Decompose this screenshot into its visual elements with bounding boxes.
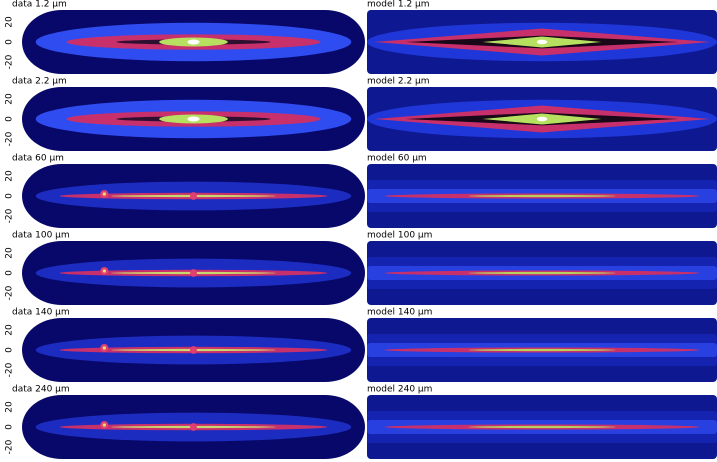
contour (190, 346, 197, 354)
data-label: data 240 μm (12, 385, 70, 395)
contour (190, 192, 197, 200)
data-label: data 100 μm (12, 231, 70, 241)
contour (190, 269, 197, 277)
y-tick-label: -20 (5, 208, 15, 223)
contour (468, 425, 616, 429)
model-label: model 140 μm (367, 308, 432, 318)
contour (190, 423, 197, 431)
source (102, 192, 106, 196)
model-label: model 240 μm (367, 385, 432, 395)
y-tick-label: 0 (5, 347, 15, 353)
y-tick-label: 20 (5, 16, 15, 28)
contour (468, 194, 616, 198)
contour (468, 348, 616, 352)
contour (536, 116, 548, 122)
contour (468, 271, 616, 275)
model-label: model 60 μm (367, 154, 427, 164)
source (102, 423, 106, 427)
y-tick-label: 0 (5, 270, 15, 276)
data-label: data 60 μm (12, 154, 64, 164)
y-tick-label: 0 (5, 424, 15, 430)
y-tick-label: -20 (5, 439, 15, 454)
contour (536, 39, 548, 45)
data-label: data 1.2 μm (12, 0, 67, 10)
y-tick-label: 20 (5, 247, 15, 259)
y-tick-label: 20 (5, 93, 15, 105)
y-tick-label: 20 (5, 401, 15, 413)
panel-row: data 2.2 μm model 2.2 μm 20 0 -20 (5, 77, 717, 151)
y-tick-label: -20 (5, 54, 15, 69)
source (102, 346, 106, 350)
y-tick-label: -20 (5, 131, 15, 146)
y-tick-label: 20 (5, 170, 15, 182)
y-tick-label: -20 (5, 362, 15, 377)
model-label: model 100 μm (367, 231, 432, 241)
panel-row: data 100 μm model 100 μm 20 0 -20 (5, 231, 717, 305)
y-tick-label: 0 (5, 39, 15, 45)
contour (187, 116, 200, 122)
y-tick-label: 0 (5, 193, 15, 199)
y-tick-label: 0 (5, 116, 15, 122)
contour (187, 39, 200, 45)
y-tick-label: -20 (5, 285, 15, 300)
data-label: data 2.2 μm (12, 77, 67, 87)
source (102, 269, 106, 273)
model-label: model 2.2 μm (367, 77, 430, 87)
panel-row: data 140 μm model 140 μm 20 0 -20 (5, 308, 717, 382)
data-label: data 140 μm (12, 308, 70, 318)
model-label: model 1.2 μm (367, 0, 430, 10)
panel-row: data 240 μm model 240 μm 20 0 -20 (5, 385, 717, 459)
panel-row: data 60 μm model 60 μm 20 0 -20 (5, 154, 717, 228)
y-tick-label: 20 (5, 324, 15, 336)
panel-row: data 1.2 μm model 1.2 μm 20 0 -20 (5, 0, 717, 74)
